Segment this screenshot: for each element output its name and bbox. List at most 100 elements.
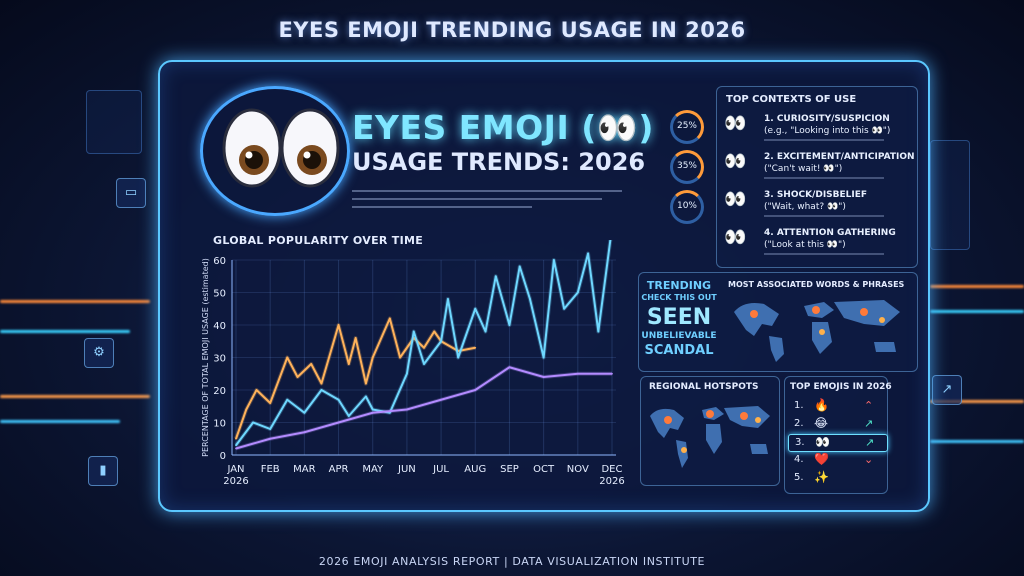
y-tick-label: 30 xyxy=(213,354,226,365)
world-map-associated xyxy=(734,300,900,362)
top-emoji-row: 4. ❤️ ⌄ xyxy=(788,452,888,470)
context-quote: ("Can't wait! 👀") xyxy=(764,164,843,174)
bar-chart-icon: ▮ xyxy=(88,456,118,486)
data-point xyxy=(474,389,477,391)
background-light-streak xyxy=(0,420,120,423)
data-point xyxy=(542,376,545,378)
data-point xyxy=(576,372,579,375)
trending-word: CHECK THIS OUT xyxy=(641,293,717,302)
data-point xyxy=(440,340,442,343)
data-point xyxy=(286,398,289,401)
chart-title: GLOBAL POPULARITY OVER TIME xyxy=(213,234,424,247)
data-point xyxy=(508,366,511,369)
x-tick-label: JAN xyxy=(226,464,244,475)
page-title: EYES EMOJI TRENDING USAGE IN 2026 xyxy=(278,18,746,42)
fine-print xyxy=(764,215,884,217)
y-tick-label: 60 xyxy=(213,256,226,267)
data-point xyxy=(406,408,408,411)
data-point xyxy=(235,447,237,450)
top-emoji-row: 5. ✨ xyxy=(788,470,888,488)
trending-word: SEEN xyxy=(646,305,712,330)
gauge-value: 10% xyxy=(676,201,697,211)
fine-print xyxy=(352,198,602,200)
trend-arrow-icon: ↗ xyxy=(865,436,875,449)
data-point xyxy=(245,408,248,411)
data-point xyxy=(484,330,487,333)
x-tick-label: NOV xyxy=(567,464,589,475)
context-quote: (e.g., "Looking into this 👀") xyxy=(764,126,891,136)
emoji-icon: 🔥 xyxy=(814,398,829,412)
data-point xyxy=(412,330,415,333)
data-point xyxy=(354,337,357,339)
background-light-streak xyxy=(930,310,1024,313)
data-point xyxy=(494,275,497,278)
gauge-ring xyxy=(670,150,704,184)
data-point xyxy=(320,389,323,391)
x-tick-label: APR xyxy=(329,464,349,475)
data-point xyxy=(371,411,374,414)
background-panel xyxy=(930,140,970,250)
data-point xyxy=(371,408,374,411)
context-quote: ("Wait, what? 👀") xyxy=(764,202,846,212)
trending-word: SCANDAL xyxy=(644,343,714,358)
data-point xyxy=(423,346,425,349)
data-point xyxy=(597,330,600,333)
series-glow xyxy=(234,316,476,440)
data-point xyxy=(576,291,579,294)
background-light-streak xyxy=(0,395,150,398)
data-point xyxy=(433,330,436,333)
background-light-streak xyxy=(0,330,130,333)
data-point xyxy=(518,265,521,268)
data-point xyxy=(252,421,254,424)
emoji-icon: ❤️ xyxy=(814,452,829,466)
associated-words-title: MOST ASSOCIATED WORDS & PHRASES xyxy=(728,280,905,289)
context-label: 3. SHOCK/DISBELIEF xyxy=(764,190,868,200)
data-point xyxy=(337,398,340,401)
context-label: 1. CURIOSITY/SUSPICION xyxy=(764,114,890,124)
background-light-streak xyxy=(930,400,1024,403)
data-point xyxy=(269,428,272,430)
trending-word: TRENDING xyxy=(646,279,712,292)
gauge-value: 25% xyxy=(676,121,697,131)
y-tick-label: 0 xyxy=(220,451,226,462)
x-tick-label: FEB xyxy=(261,464,280,475)
gauge-value: 35% xyxy=(676,161,697,171)
x-tick-label: JUN xyxy=(397,464,416,475)
x-tick-label: JUL xyxy=(432,464,449,475)
contexts-panel xyxy=(716,86,918,268)
x-tick-label: DEC xyxy=(601,464,622,475)
data-point xyxy=(587,252,589,255)
top-emojis-title: TOP EMOJIS IN 2026 xyxy=(790,382,892,392)
data-point xyxy=(542,356,545,359)
data-point xyxy=(406,372,408,375)
contexts-title: TOP CONTEXTS OF USE xyxy=(726,94,857,105)
y-tick-label: 10 xyxy=(213,419,226,430)
gauge-ring xyxy=(670,190,704,224)
eyes-emoji-icon: 👀 xyxy=(724,113,747,134)
trending-word: UNBELIEVABLE xyxy=(641,331,717,341)
top-emoji-row: 3. 👀 ↗ xyxy=(788,434,888,452)
growth-icon: ↗ xyxy=(932,375,962,405)
data-point xyxy=(440,398,442,401)
context-label: 2. EXCITEMENT/ANTICIPATION xyxy=(764,152,915,162)
data-point xyxy=(347,415,350,417)
context-quote: ("Look at this 👀") xyxy=(764,240,846,250)
world-map-regional xyxy=(650,406,770,468)
eyes-emoji-icon: 👀 xyxy=(724,227,747,248)
data-point xyxy=(235,444,237,447)
data-point xyxy=(269,437,272,440)
gauge-ring xyxy=(670,110,704,144)
y-tick-label: 20 xyxy=(213,386,226,397)
y-tick-label: 40 xyxy=(213,321,226,332)
trend-arrow-icon: ⌃ xyxy=(864,399,874,412)
data-point xyxy=(269,402,272,404)
hero-ring xyxy=(200,86,350,216)
series-glow xyxy=(235,365,612,451)
data-point xyxy=(235,437,237,440)
data-point xyxy=(474,346,477,349)
regional-title: REGIONAL HOTSPOTS xyxy=(649,382,759,392)
background-light-streak xyxy=(930,285,1024,288)
trending-words-box: TRENDING CHECK THIS OUT SEEN UNBELIEVABLE SC… xyxy=(640,277,718,367)
series-line-3 xyxy=(235,366,612,450)
y-tick-label: 50 xyxy=(213,289,226,300)
